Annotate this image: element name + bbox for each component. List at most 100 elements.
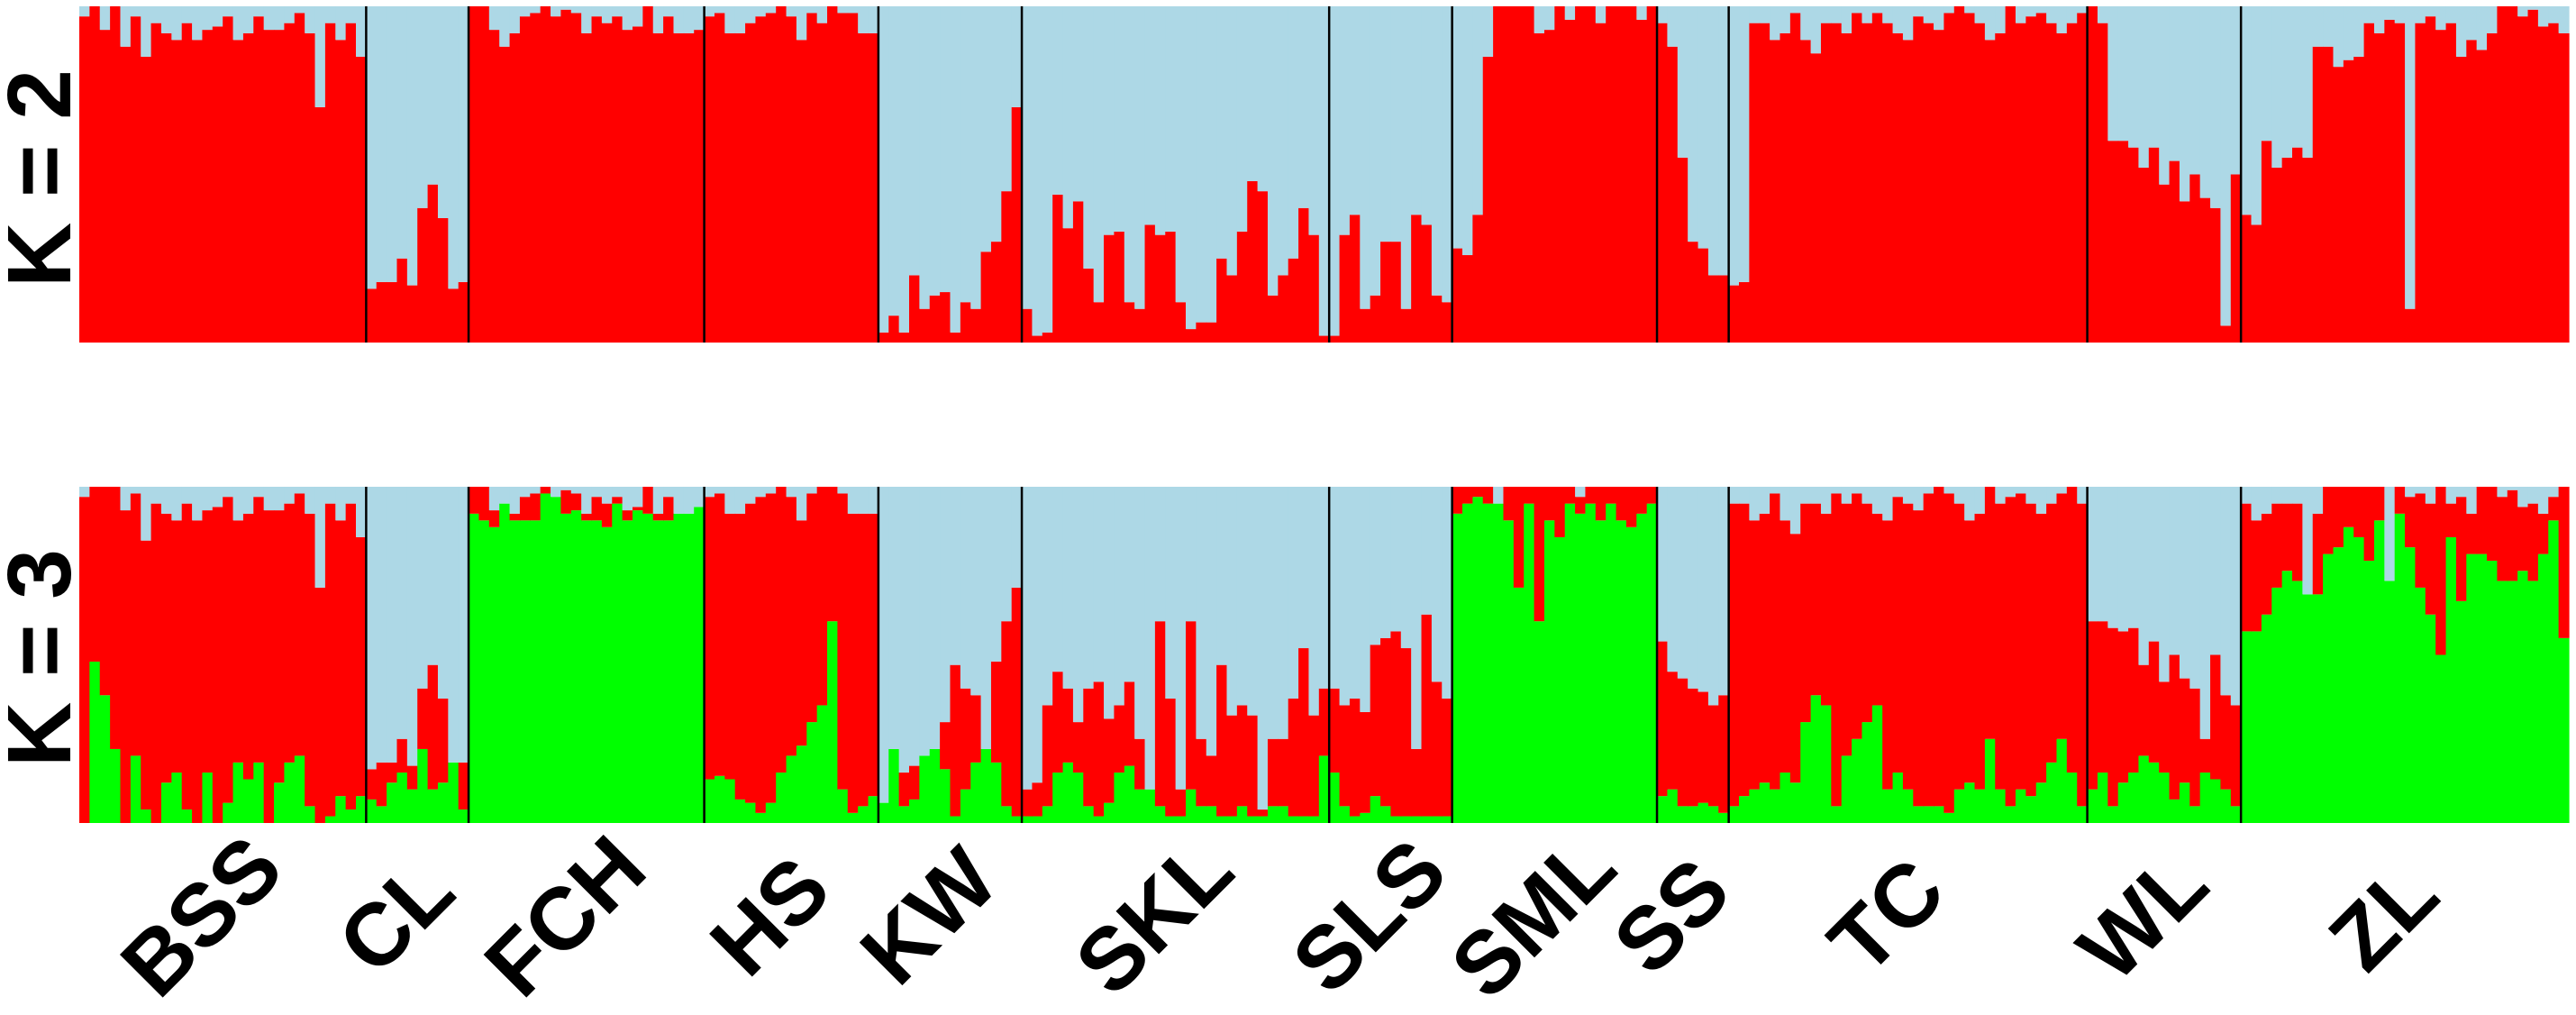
admixture-bar-green-k3-21	[284, 762, 296, 823]
admixture-bar-red-k3-177	[1882, 520, 1894, 790]
admixture-bar-blue-k3-33	[406, 487, 418, 766]
admixture-bar-blue-k3-129	[1390, 487, 1402, 632]
admixture-bar-blue-k3-124	[1339, 487, 1351, 706]
admixture-bar-red-k2-170	[1810, 53, 1822, 343]
admixture-bar-blue-k2-61	[694, 6, 705, 31]
admixture-bar-green-k3-225	[2373, 520, 2385, 823]
admixture-bar-red-k3-3	[99, 487, 111, 696]
admixture-bar-green-k3-29	[366, 799, 378, 823]
admixture-bar-blue-k3-116	[1257, 487, 1269, 810]
admixture-bar-green-k3-55	[633, 510, 643, 823]
admixture-bar-blue-k3-68	[765, 487, 777, 494]
admixture-bar-red-k2-204	[2159, 184, 2171, 343]
admixture-bar-red-k2-212	[2241, 215, 2253, 343]
admixture-bar-green-k3-110	[1196, 806, 1207, 823]
admixture-bar-blue-k2-59	[673, 6, 685, 33]
admixture-bar-blue-k3-19	[263, 487, 275, 511]
admixture-bar-blue-k2-180	[1913, 6, 1925, 17]
admixture-bar-red-k2-228	[2405, 308, 2417, 343]
admixture-bar-blue-k2-161	[1718, 6, 1730, 276]
admixture-bar-red-k2-133	[1431, 295, 1443, 343]
admixture-bar-red-k2-12	[192, 40, 204, 343]
admixture-bar-blue-k3-233	[2455, 487, 2467, 498]
admixture-bar-red-k3-215	[2271, 503, 2283, 588]
admixture-bar-green-k3-218	[2302, 594, 2314, 823]
admixture-bar-green-k3-188	[1995, 789, 2007, 823]
admixture-bar-red-k2-164	[1749, 23, 1761, 343]
admixture-bar-red-k2-231	[2435, 30, 2447, 343]
admixture-bar-blue-k3-55	[633, 487, 643, 508]
admixture-bar-green-k3-234	[2466, 553, 2478, 823]
admixture-bar-red-k3-186	[1974, 513, 1986, 790]
admixture-bar-blue-k2-105	[1144, 6, 1156, 225]
admixture-bar-red-k3-66	[745, 503, 757, 803]
admixture-bar-blue-k3-71	[796, 487, 807, 521]
admixture-bar-red-k3-168	[1789, 534, 1801, 783]
admixture-bar-red-k3-62	[704, 497, 715, 780]
admixture-bar-red-k2-185	[1964, 13, 1976, 343]
admixture-bar-blue-k2-55	[633, 6, 643, 27]
admixture-bar-green-k3-123	[1329, 773, 1341, 823]
admixture-bar-green-k3-165	[1759, 782, 1770, 823]
admixture-bar-blue-k3-159	[1698, 487, 1709, 692]
admixture-bar-red-k3-136	[1462, 487, 1473, 504]
admixture-bar-green-k3-50	[581, 520, 593, 823]
admixture-bar-red-k2-180	[1913, 16, 1925, 343]
admixture-bar-blue-k2-70	[786, 6, 797, 17]
admixture-bar-red-k2-9	[160, 32, 172, 343]
admixture-bar-blue-k3-158	[1688, 487, 1699, 689]
admixture-bar-green-k3-79	[878, 802, 889, 823]
admixture-bar-red-k3-76	[847, 513, 859, 813]
admixture-bar-red-k3-132	[1421, 614, 1433, 817]
admixture-bar-blue-k2-42	[499, 6, 511, 47]
admixture-bar-red-k3-212	[2241, 503, 2253, 632]
admixture-bar-red-k3-44	[519, 497, 531, 521]
admixture-bar-red-k2-236	[2487, 32, 2499, 343]
admixture-bar-red-k2-131	[1411, 215, 1423, 343]
admixture-bar-red-k3-234	[2466, 513, 2478, 554]
admixture-bar-blue-k3-229	[2415, 487, 2426, 494]
admixture-bar-red-k2-46	[540, 6, 551, 343]
admixture-bar-red-k2-21	[284, 23, 296, 343]
admixture-bar-blue-k2-208	[2199, 6, 2211, 198]
admixture-bar-red-k2-150	[1606, 6, 1617, 343]
admixture-bar-green-k3-90	[990, 762, 1002, 823]
admixture-bar-red-k2-224	[2363, 23, 2375, 343]
admixture-bar-red-k2-242	[2548, 23, 2560, 343]
admixture-bar-red-k2-75	[837, 13, 849, 343]
admixture-bar-red-k3-71	[796, 520, 807, 746]
admixture-bar-blue-k2-241	[2537, 6, 2549, 27]
admixture-bar-blue-k2-53	[612, 6, 624, 17]
admixture-bar-blue-k2-17	[242, 6, 254, 33]
admixture-bar-blue-k3-75	[837, 487, 849, 494]
admixture-bar-green-k3-189	[2005, 806, 2016, 823]
admixture-bar-blue-k2-25	[324, 6, 336, 23]
admixture-bar-red-k3-241	[2537, 513, 2549, 554]
admixture-bar-red-k2-59	[673, 32, 685, 343]
admixture-bar-red-k2-107	[1165, 231, 1177, 343]
admixture-bar-red-k3-169	[1800, 503, 1812, 723]
admixture-bar-red-k2-32	[396, 258, 408, 343]
admixture-bar-red-k2-195	[2066, 23, 2078, 343]
admixture-bar-green-k3-83	[919, 755, 931, 823]
admixture-bar-blue-k2-113	[1226, 6, 1238, 276]
admixture-bar-red-k3-69	[776, 487, 787, 773]
admixture-bar-green-k3-135	[1452, 513, 1463, 823]
admixture-bar-green-k3-119	[1288, 816, 1299, 823]
admixture-bar-red-k3-20	[274, 510, 286, 783]
admixture-bar-green-k3-42	[499, 503, 511, 823]
admixture-bar-red-k3-170	[1810, 503, 1822, 696]
admixture-bar-blue-k2-89	[980, 6, 992, 252]
admixture-bar-blue-k2-28	[356, 6, 367, 57]
admixture-bar-blue-k2-98	[1072, 6, 1084, 202]
admixture-bar-blue-k3-37	[448, 487, 460, 763]
admixture-bar-red-k2-100	[1093, 302, 1105, 343]
admixture-bar-red-k3-171	[1820, 513, 1832, 706]
admixture-bar-green-k3-45	[530, 520, 542, 823]
admixture-bar-blue-k3-232	[2445, 487, 2457, 504]
admixture-bar-red-k2-68	[765, 13, 777, 343]
admixture-bar-green-k3-157	[1677, 806, 1689, 823]
admixture-bar-blue-k2-216	[2281, 6, 2293, 158]
admixture-bar-blue-k2-233	[2455, 6, 2467, 57]
admixture-bar-blue-k2-75	[837, 6, 849, 14]
